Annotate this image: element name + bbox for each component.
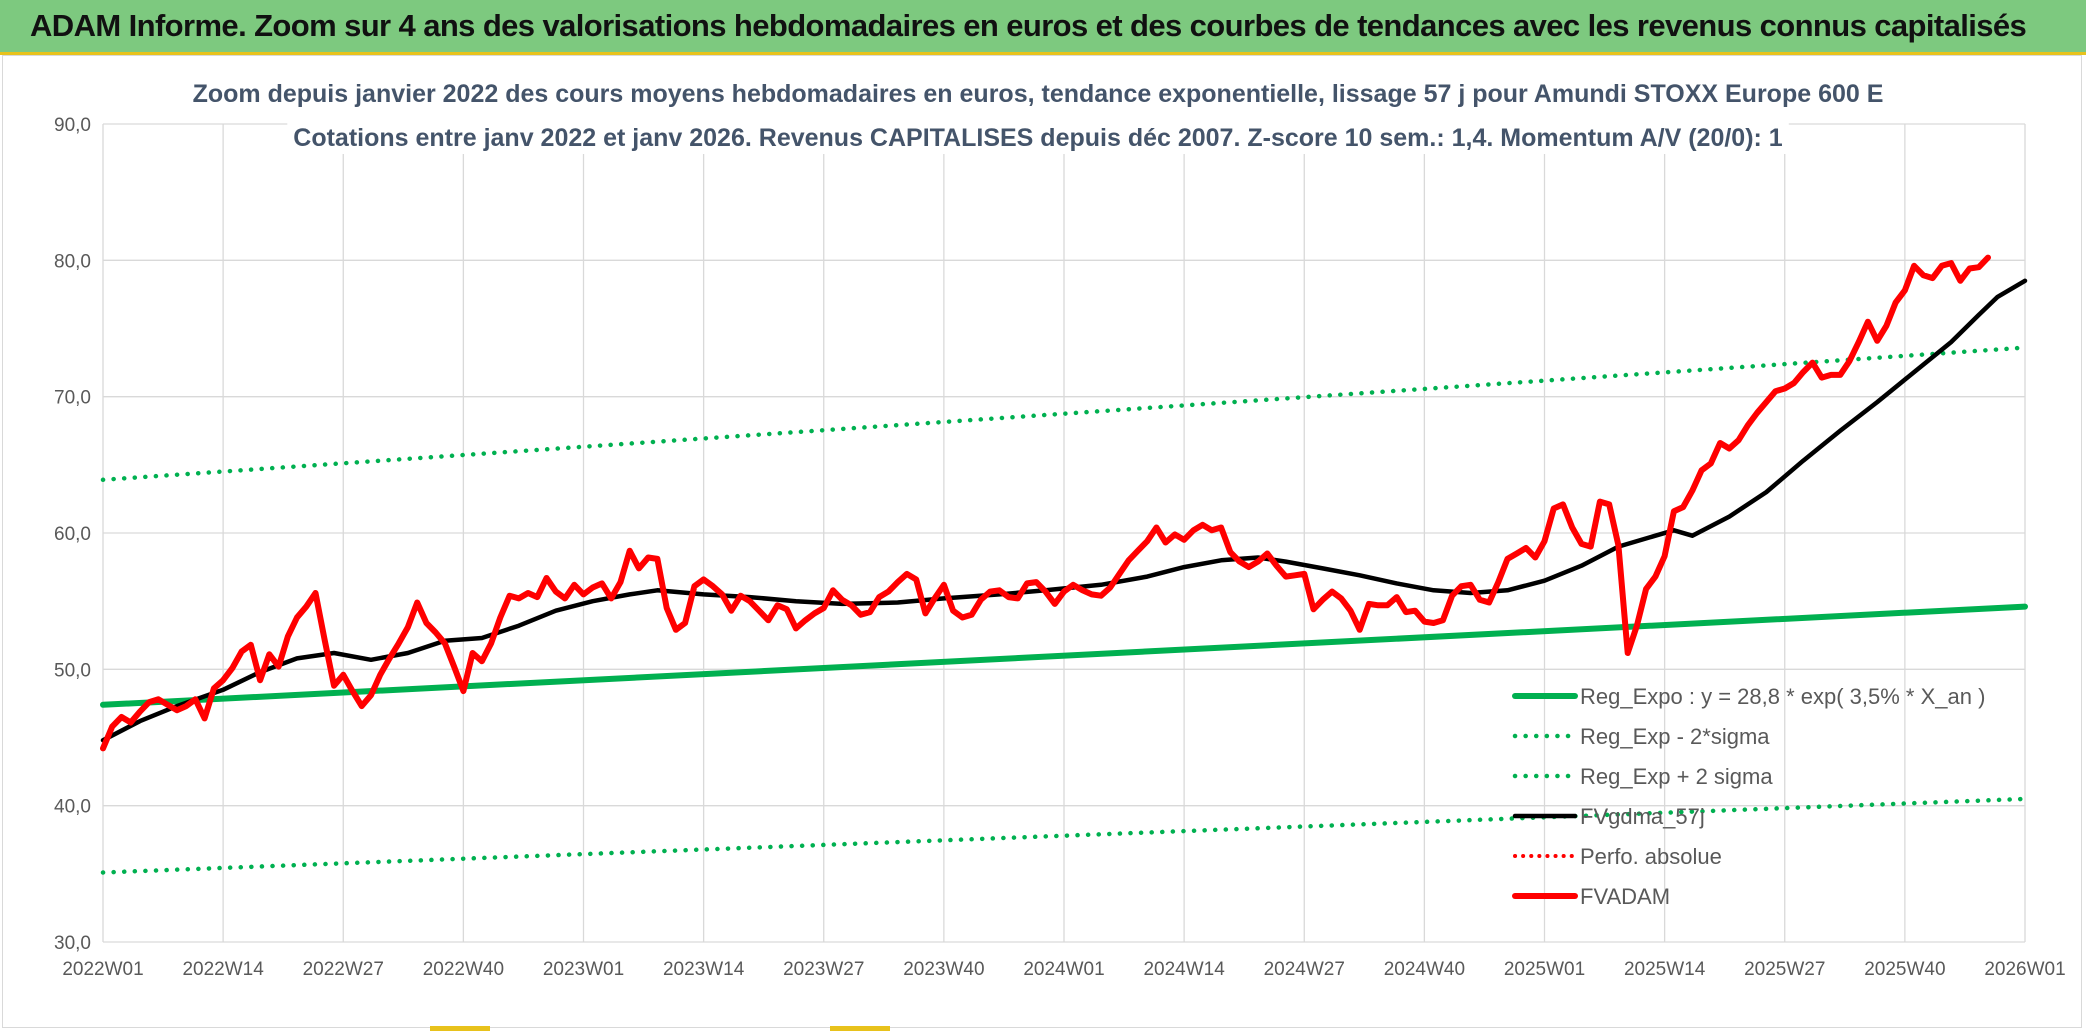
chart-frame: Zoom depuis janvier 2022 des cours moyen… (2, 55, 2082, 1028)
y-tick-label: 40,0 (54, 797, 91, 818)
x-tick-label: 2025W27 (1744, 959, 1825, 980)
y-tick-label: 70,0 (54, 388, 91, 409)
x-tick-label: 2023W14 (663, 959, 745, 980)
banner-title: ADAM Informe. Zoom sur 4 ans des valoris… (30, 8, 2027, 43)
chart-title-line-1: Zoom depuis janvier 2022 des cours moyen… (193, 80, 1884, 108)
x-tick-label: 2022W14 (182, 959, 264, 980)
legend-label: Perfo. absolue (1580, 844, 1722, 869)
series-line-solid-red (100, 254, 1991, 752)
legend: Reg_Expo : y = 28,8 * exp( 3,5% * X_an )… (1512, 684, 1985, 909)
legend-label: Reg_Exp + 2 sigma (1580, 764, 1773, 789)
x-tick-label: 2026W01 (1984, 959, 2065, 980)
chart-canvas: Zoom depuis janvier 2022 des cours moyen… (54, 78, 2066, 980)
x-tick-label: 2023W27 (783, 959, 864, 980)
x-tick-label: 2024W40 (1384, 959, 1465, 980)
x-tick-label: 2022W01 (62, 959, 143, 980)
x-tick-label: 2024W14 (1143, 959, 1225, 980)
x-tick-label: 2023W40 (903, 959, 984, 980)
series-line-solid-green (100, 603, 2028, 708)
y-tick-label: 60,0 (54, 524, 91, 545)
series-line-solid-black (100, 278, 2028, 743)
title-backdrop (287, 122, 1789, 154)
legend-label: FVgdma_57j (1580, 804, 1705, 829)
series-line-dotted-green (100, 345, 2028, 483)
x-tick-label: 2025W40 (1864, 959, 1945, 980)
y-tick-label: 30,0 (54, 933, 91, 954)
bottom-accent-bar-right (830, 1026, 890, 1031)
y-tick-label: 80,0 (54, 251, 91, 272)
x-tick-label: 2022W27 (303, 959, 384, 980)
x-tick-label: 2022W40 (423, 959, 504, 980)
series-line-dotted-green (100, 796, 2028, 875)
y-tick-label: 50,0 (54, 660, 91, 681)
title-banner: ADAM Informe. Zoom sur 4 ans des valoris… (0, 0, 2086, 55)
legend-label: Reg_Expo : y = 28,8 * exp( 3,5% * X_an ) (1580, 684, 1985, 709)
x-tick-label: 2025W14 (1624, 959, 1706, 980)
grid (102, 123, 2026, 943)
x-tick-label: 2025W01 (1504, 959, 1585, 980)
x-tick-label: 2023W01 (543, 959, 624, 980)
chart-title-line-2: Cotations entre janv 2022 et janv 2026. … (293, 124, 1783, 152)
title-backdrop (186, 78, 1890, 110)
x-tick-label: 2024W01 (1023, 959, 1104, 980)
legend-label: Reg_Exp - 2*sigma (1580, 724, 1770, 749)
legend-label: FVADAM (1580, 884, 1670, 909)
bottom-accent-bar-left (430, 1026, 490, 1031)
x-tick-label: 2024W27 (1264, 959, 1345, 980)
y-tick-label: 90,0 (54, 115, 91, 136)
